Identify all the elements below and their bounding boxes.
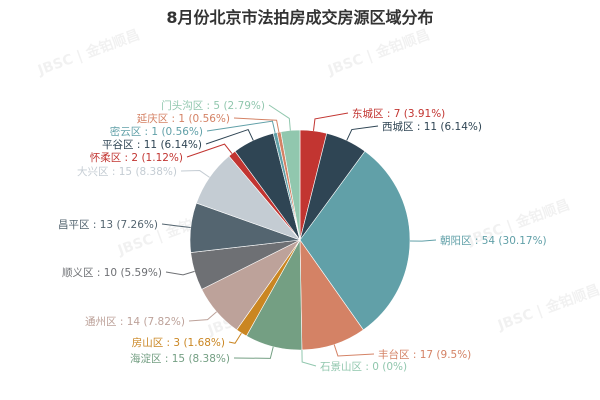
- leader-line: [228, 332, 242, 344]
- slice-label: 平谷区 : 11 (6.14%): [102, 139, 202, 151]
- leader-line: [312, 112, 349, 131]
- leader-line: [188, 311, 217, 322]
- slice-label: 丰台区 : 17 (9.5%): [378, 348, 471, 361]
- leader-line: [268, 104, 291, 131]
- watermark-text: JBSC | 金铂顺昌: [495, 281, 600, 334]
- slice-label: 房山区 : 3 (1.68%): [132, 336, 225, 349]
- leader-line: [233, 117, 280, 133]
- leader-line: [205, 128, 254, 145]
- slice-label: 密云区 : 1 (0.56%): [110, 125, 203, 138]
- slice-label: 东城区 : 7 (3.91%): [352, 107, 445, 120]
- leader-line: [186, 143, 233, 158]
- slice-label: 通州区 : 14 (7.82%): [85, 316, 185, 328]
- leader-line: [180, 170, 210, 178]
- slice-label: 西城区 : 11 (6.14%): [382, 121, 482, 133]
- leader-line: [301, 349, 317, 367]
- leader-line: [233, 346, 274, 359]
- watermark-text: JBSC | 金铂顺昌: [325, 26, 432, 79]
- slice-label: 大兴区 : 15 (8.38%): [77, 165, 177, 178]
- leader-line: [206, 120, 276, 133]
- slice-label: 昌平区 : 13 (7.26%): [58, 219, 158, 231]
- pie-slice-2[interactable]: [299, 150, 411, 331]
- leader-line: [165, 270, 195, 276]
- leader-line: [409, 239, 437, 242]
- slice-label: 海淀区 : 15 (8.38%): [130, 352, 230, 365]
- slice-label: 延庆区 : 1 (0.56%): [137, 112, 230, 125]
- leader-line: [161, 223, 191, 228]
- chart-title: 8月份北京市法拍房成交房源区域分布: [166, 8, 434, 27]
- pie-slices: [189, 129, 411, 351]
- label-leader-lines: [161, 104, 437, 367]
- slice-label: 朝阳区 : 54 (30.17%): [440, 235, 547, 247]
- slice-label: 怀柔区 : 2 (1.12%): [90, 152, 183, 164]
- leader-line: [333, 344, 375, 357]
- slice-label: 石景山区 : 0 (0%): [320, 361, 407, 373]
- slice-label: 门头沟区 : 5 (2.79%): [161, 99, 265, 112]
- slice-labels: 东城区 : 7 (3.91%)西城区 : 11 (6.14%) 朝阳区 : 54 …: [58, 99, 547, 373]
- watermark-text: JBSC | 金铂顺昌: [35, 26, 142, 79]
- pie-slice-15[interactable]: [280, 129, 301, 241]
- leader-line: [346, 125, 379, 141]
- slice-label: 顺义区 : 10 (5.59%): [62, 267, 162, 279]
